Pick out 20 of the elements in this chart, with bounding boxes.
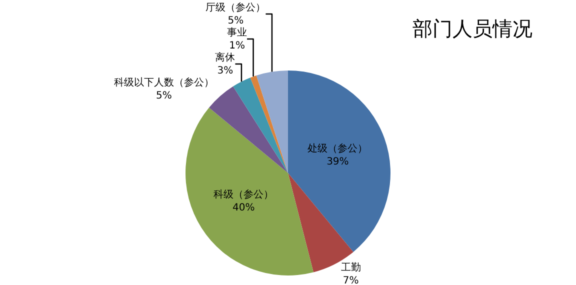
data-label: 1% [229,40,245,52]
slice-label: 科级（参公） [214,188,274,201]
text: 部门人员情况 [412,16,532,40]
slice-label: 厅级（参公） [206,2,266,14]
data-label: 3% [217,66,234,77]
pie-slice [209,86,288,173]
data-label: 40% [232,202,255,214]
pie-slice [250,75,288,173]
slice-label: 事业 [227,26,248,39]
data-label: 5% [228,16,244,27]
pie-slice [256,70,288,173]
slice-label: 工勤 [340,262,361,274]
slice-label: 离休 [215,52,236,64]
slice-label: 处级（参公） [308,142,368,155]
pie-slice [288,70,390,252]
data-label: 39% [326,156,349,168]
slice-label: 科级以下人数（参公） [114,76,214,89]
data-label: 7% [342,276,359,285]
pie-slice [233,78,288,173]
data-label: 5% [156,90,172,102]
